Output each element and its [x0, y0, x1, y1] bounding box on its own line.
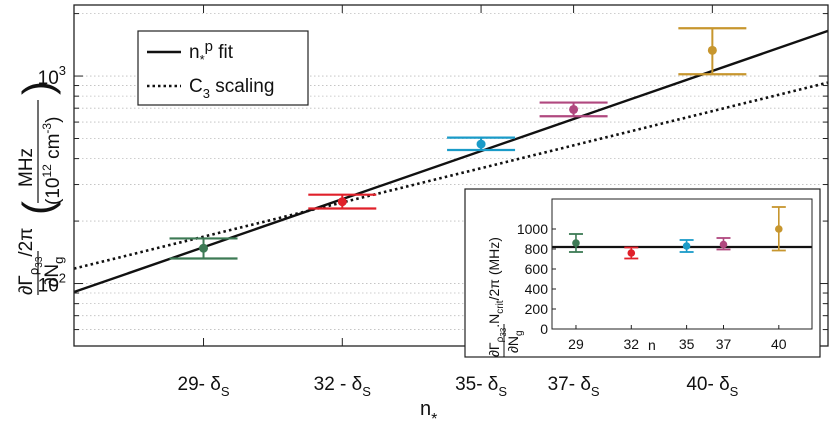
inset-x-tick-label: 40 — [771, 336, 787, 352]
legend-box — [137, 30, 309, 106]
data-point — [199, 243, 209, 253]
x-tick-label: 35- δS — [455, 374, 507, 399]
c3-scaling-line — [73, 81, 829, 270]
x-tick-label: 37- δS — [548, 374, 600, 399]
inset-x-tick-label: 29 — [568, 336, 584, 352]
inset-data-point — [682, 242, 691, 250]
inset-x-tick-label: 32 — [624, 336, 640, 352]
inset-x-axis-label: n — [648, 337, 656, 353]
main-plot-frame — [73, 4, 829, 347]
main-y-tick-labels: 102 103 — [38, 63, 66, 296]
y-tick-label: 102 — [38, 271, 66, 297]
data-point — [569, 104, 579, 114]
inset-data-point — [627, 249, 636, 257]
inset-y-tick-label: 400 — [525, 281, 549, 297]
inset-plot-frame — [551, 198, 813, 330]
inset-y-tick-label: 600 — [525, 261, 549, 277]
inset-x-tick-label: 37 — [716, 336, 732, 352]
inset-y-tick-label: 200 — [525, 301, 549, 317]
main-x-tick-labels: 29- δS 32 - δS 35- δS 37- δS 40- δS — [178, 374, 739, 399]
legend-fit-label: n*p fit — [189, 38, 234, 67]
svg-text:∂Ng: ∂Ng — [505, 330, 525, 353]
legend-c3-label: C3 scaling — [189, 76, 274, 101]
inset-x-tick-label: 35 — [679, 336, 695, 352]
main-series — [73, 27, 829, 294]
inset-y-tick-label: 1000 — [517, 221, 548, 237]
inset-content: 0 200 400 600 800 1000 29 32 35 37 40 — [517, 206, 812, 352]
main-y-axis-label: ∂Γρ33/2π ∂Ng ( MHz (1012 cm-3) ) — [14, 81, 66, 295]
svg-text:∂Ng: ∂Ng — [42, 257, 66, 287]
inset-data-point — [775, 225, 783, 233]
data-point — [337, 197, 347, 207]
svg-text:MHz: MHz — [16, 148, 37, 187]
inset-y-tick-label: 800 — [525, 241, 549, 257]
inset-data-point — [719, 240, 728, 249]
legend: n*p fit C3 scaling — [137, 30, 309, 106]
svg-text:(1012 cm-3): (1012 cm-3) — [40, 117, 64, 205]
inset-y-tick-label: 0 — [540, 321, 548, 337]
main-x-axis-label: n* — [420, 398, 437, 428]
svg-text:): ) — [14, 81, 61, 95]
y-tick-label: 103 — [38, 63, 66, 89]
x-tick-label: 29- δS — [178, 374, 230, 399]
data-point — [707, 45, 717, 55]
x-tick-label: 32 - δS — [314, 374, 372, 399]
svg-text:(: ( — [14, 201, 61, 215]
data-point — [476, 139, 486, 149]
x-tick-label: 40- δS — [686, 374, 738, 399]
inset-data-point — [572, 239, 580, 247]
